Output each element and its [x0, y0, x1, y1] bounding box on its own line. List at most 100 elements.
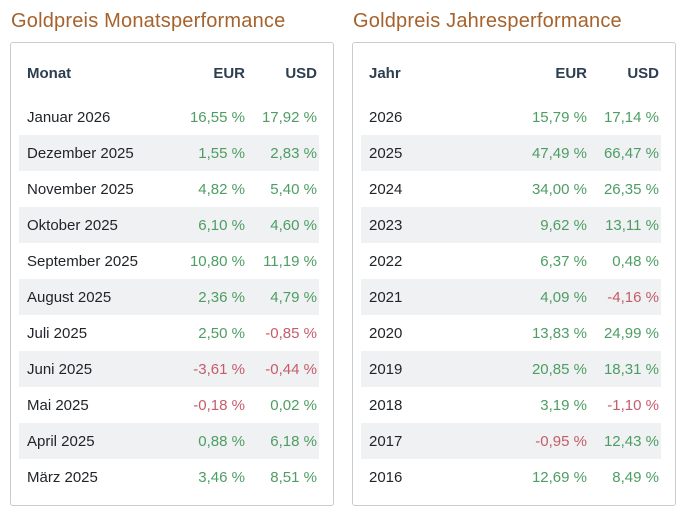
- usd-value-cell: 5,40 %: [270, 180, 317, 198]
- table-header-row: Jahr EUR USD: [361, 49, 661, 99]
- row-label-cell: 2020: [369, 324, 403, 342]
- table-row: September 2025 10,80 % 11,19 %: [19, 243, 319, 279]
- eur-value-cell: 6,37 %: [540, 252, 587, 270]
- column-header-monat: Monat: [27, 64, 72, 82]
- eur-value-cell: 16,55 %: [189, 108, 245, 126]
- eur-value-cell: 1,55 %: [157, 135, 247, 171]
- yearly-performance-section: Goldpreis Jahresperformance Jahr EUR USD…: [352, 8, 676, 507]
- row-label-cell: November 2025: [27, 180, 134, 198]
- eur-value-cell: 12,69 %: [531, 468, 587, 486]
- column-header-usd: USD: [627, 64, 659, 82]
- row-label-cell: März 2025: [27, 468, 98, 486]
- eur-value-cell: 3,19 %: [540, 396, 587, 414]
- table-row: 2018 3,19 % -1,10 %: [361, 387, 661, 423]
- usd-value-cell: 18,31 %: [589, 351, 661, 387]
- column-header-eur: EUR: [213, 64, 245, 82]
- table-row: 2025 47,49 % 66,47 %: [361, 135, 661, 171]
- row-label-cell: 2025: [361, 135, 499, 171]
- usd-value-cell: 17,14 %: [603, 108, 659, 126]
- eur-value-cell: 0,88 %: [157, 423, 247, 459]
- table-row: April 2025 0,88 % 6,18 %: [19, 423, 319, 459]
- row-label-cell: 2026: [369, 108, 403, 126]
- table-row: 2017 -0,95 % 12,43 %: [361, 423, 661, 459]
- table-row: August 2025 2,36 % 4,79 %: [19, 279, 319, 315]
- row-label-cell: 2019: [361, 351, 499, 387]
- monthly-performance-section: Goldpreis Monatsperformance Monat EUR US…: [10, 8, 334, 507]
- row-label-cell: Juni 2025: [19, 351, 157, 387]
- eur-value-cell: 9,62 %: [499, 207, 589, 243]
- row-label-cell: Mai 2025: [27, 396, 89, 414]
- usd-value-cell: 0,02 %: [270, 396, 317, 414]
- column-header-jahr: Jahr: [369, 64, 401, 82]
- table-row: Juni 2025 -3,61 % -0,44 %: [19, 351, 319, 387]
- eur-value-cell: 4,82 %: [198, 180, 245, 198]
- usd-value-cell: 6,18 %: [247, 423, 319, 459]
- eur-value-cell: 15,79 %: [531, 108, 587, 126]
- row-label-cell: 2022: [369, 252, 403, 270]
- eur-value-cell: -3,61 %: [157, 351, 247, 387]
- usd-value-cell: 0,48 %: [612, 252, 659, 270]
- usd-value-cell: -0,44 %: [247, 351, 319, 387]
- row-label-cell: Dezember 2025: [19, 135, 157, 171]
- table-row: März 2025 3,46 % 8,51 %: [19, 459, 319, 495]
- usd-value-cell: 11,19 %: [263, 252, 317, 270]
- table-row: Juli 2025 2,50 % -0,85 %: [19, 315, 319, 351]
- usd-value-cell: 24,99 %: [603, 324, 659, 342]
- column-header-eur: EUR: [555, 64, 587, 82]
- usd-value-cell: 8,49 %: [612, 468, 659, 486]
- usd-value-cell: -0,85 %: [265, 324, 317, 342]
- table-row: 2021 4,09 % -4,16 %: [361, 279, 661, 315]
- usd-value-cell: 4,79 %: [247, 279, 319, 315]
- usd-value-cell: 2,83 %: [247, 135, 319, 171]
- eur-value-cell: 4,09 %: [499, 279, 589, 315]
- table-row: 2016 12,69 % 8,49 %: [361, 459, 661, 495]
- row-label-cell: Januar 2026: [27, 108, 111, 126]
- table-row: Oktober 2025 6,10 % 4,60 %: [19, 207, 319, 243]
- eur-value-cell: 20,85 %: [499, 351, 589, 387]
- row-label-cell: 2018: [369, 396, 403, 414]
- eur-value-cell: -0,18 %: [193, 396, 245, 414]
- usd-value-cell: -4,16 %: [589, 279, 661, 315]
- table-row: Dezember 2025 1,55 % 2,83 %: [19, 135, 319, 171]
- table-row: Januar 2026 16,55 % 17,92 %: [19, 99, 319, 135]
- eur-value-cell: -0,95 %: [499, 423, 589, 459]
- usd-value-cell: 26,35 %: [603, 180, 659, 198]
- row-label-cell: 2016: [369, 468, 403, 486]
- monthly-performance-table: Monat EUR USD Januar 2026 16,55 % 17,92 % D…: [19, 49, 319, 495]
- row-label-cell: September 2025: [27, 252, 138, 270]
- yearly-performance-table: Jahr EUR USD 2026 15,79 % 17,14 % 2025 47,49…: [361, 49, 661, 495]
- row-label-cell: 2024: [369, 180, 403, 198]
- monthly-performance-card: Monat EUR USD Januar 2026 16,55 % 17,92 % D…: [10, 42, 334, 506]
- usd-value-cell: 66,47 %: [589, 135, 661, 171]
- row-label-cell: 2017: [361, 423, 499, 459]
- table-row: 2023 9,62 % 13,11 %: [361, 207, 661, 243]
- eur-value-cell: 2,50 %: [198, 324, 245, 342]
- table-header-row: Monat EUR USD: [19, 49, 319, 99]
- yearly-performance-card: Jahr EUR USD 2026 15,79 % 17,14 % 2025 47,49…: [352, 42, 676, 506]
- eur-value-cell: 13,83 %: [531, 324, 587, 342]
- table-row: 2026 15,79 % 17,14 %: [361, 99, 661, 135]
- usd-value-cell: 13,11 %: [589, 207, 661, 243]
- table-row: Mai 2025 -0,18 % 0,02 %: [19, 387, 319, 423]
- column-header-usd: USD: [285, 64, 317, 82]
- eur-value-cell: 3,46 %: [198, 468, 245, 486]
- monthly-performance-title: Goldpreis Monatsperformance: [11, 10, 286, 32]
- table-row: 2020 13,83 % 24,99 %: [361, 315, 661, 351]
- row-label-cell: April 2025: [19, 423, 157, 459]
- eur-value-cell: 10,80 %: [189, 252, 245, 270]
- eur-value-cell: 47,49 %: [499, 135, 589, 171]
- usd-value-cell: 4,60 %: [247, 207, 319, 243]
- usd-value-cell: 8,51 %: [270, 468, 317, 486]
- usd-value-cell: -1,10 %: [607, 396, 659, 414]
- row-label-cell: 2021: [361, 279, 499, 315]
- eur-value-cell: 34,00 %: [531, 180, 587, 198]
- usd-value-cell: 17,92 %: [261, 108, 317, 126]
- row-label-cell: Juli 2025: [27, 324, 88, 342]
- row-label-cell: 2023: [361, 207, 499, 243]
- table-row: 2022 6,37 % 0,48 %: [361, 243, 661, 279]
- table-row: 2024 34,00 % 26,35 %: [361, 171, 661, 207]
- eur-value-cell: 6,10 %: [157, 207, 247, 243]
- eur-value-cell: 2,36 %: [157, 279, 247, 315]
- table-row: November 2025 4,82 % 5,40 %: [19, 171, 319, 207]
